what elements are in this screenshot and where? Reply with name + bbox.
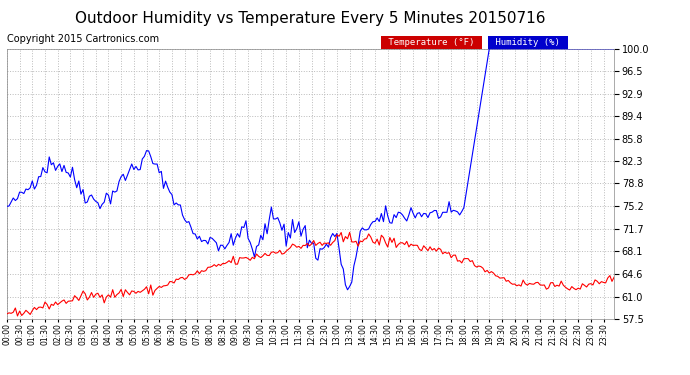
Text: Temperature (°F): Temperature (°F) xyxy=(384,38,480,47)
Text: Outdoor Humidity vs Temperature Every 5 Minutes 20150716: Outdoor Humidity vs Temperature Every 5 … xyxy=(75,11,546,26)
Text: Copyright 2015 Cartronics.com: Copyright 2015 Cartronics.com xyxy=(7,34,159,44)
Text: Humidity (%): Humidity (%) xyxy=(491,38,566,47)
